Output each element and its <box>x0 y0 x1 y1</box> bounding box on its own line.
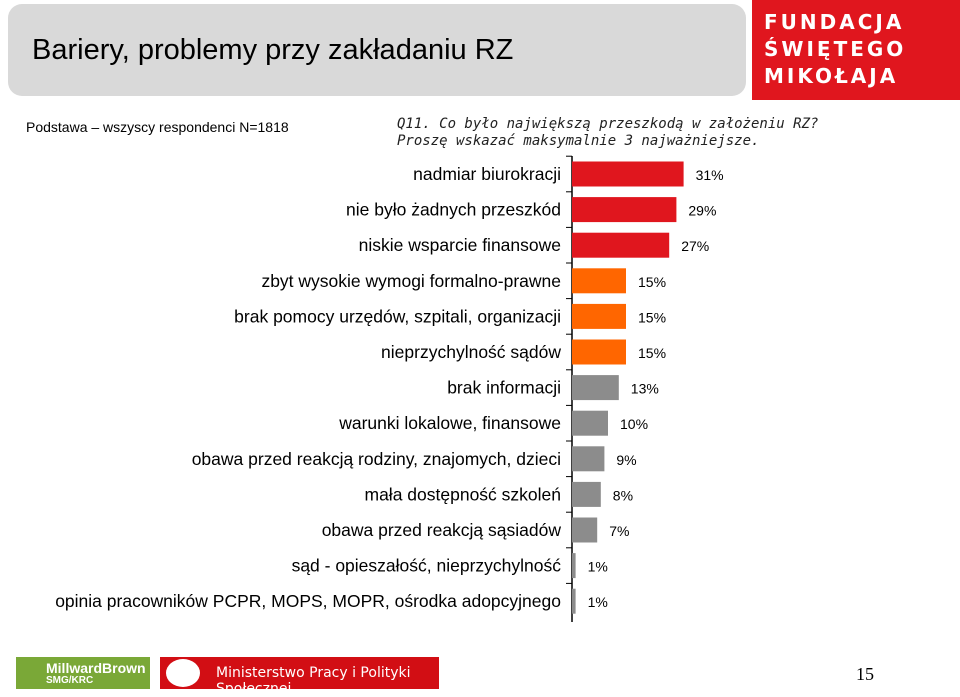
bar <box>572 588 576 614</box>
value-label: 15% <box>638 309 666 325</box>
category-label: obawa przed reakcją sąsiadów <box>322 520 562 540</box>
category-label: nieprzychylność sądów <box>381 342 561 362</box>
bars <box>572 161 684 614</box>
value-label: 9% <box>616 452 636 468</box>
category-label: obawa przed reakcją rodziny, znajomych, … <box>192 449 561 469</box>
logo1-line-1: MillwardBrown <box>46 660 146 676</box>
page-number: 15 <box>856 664 874 684</box>
value-label: 31% <box>696 167 724 183</box>
category-label: nie było żadnych przeszkód <box>346 200 561 220</box>
value-label: 1% <box>588 559 608 575</box>
ministry-logo: Ministerstwo Pracy i Polityki Społecznej <box>160 657 439 697</box>
category-label: mała dostępność szkoleń <box>365 484 562 504</box>
title-box <box>8 4 746 96</box>
brand-line-3: MIKOŁAJA <box>764 64 899 88</box>
category-label: opinia pracowników PCPR, MOPS, MOPR, ośr… <box>55 591 561 611</box>
category-label: niskie wsparcie finansowe <box>359 235 561 255</box>
question-line-2: Proszę wskazać maksymalnie 3 najważniejs… <box>397 133 760 149</box>
value-label: 15% <box>638 274 666 290</box>
value-label: 15% <box>638 345 666 361</box>
value-label: 10% <box>620 416 648 432</box>
value-label: 13% <box>631 381 659 397</box>
page-title: Bariery, problemy przy zakładaniu RZ <box>32 34 514 66</box>
fundacja-logo: FUNDACJA ŚWIĘTEGO MIKOŁAJA <box>752 0 960 100</box>
value-labels: 31% 29% 27% 15% 15% 15% 13% 10% 9% 8% 7% 1% 1% <box>588 167 724 610</box>
logo1-line-2: SMG/KRC <box>46 675 94 686</box>
value-label: 7% <box>609 523 629 539</box>
bar <box>572 446 605 472</box>
bar <box>572 375 619 401</box>
category-label: warunki lokalowe, finansowe <box>338 413 561 433</box>
eagle-icon <box>166 659 200 687</box>
question-line-1: Q11. Co było największą przeszkodą w zał… <box>397 116 819 132</box>
category-label: brak informacji <box>447 378 561 398</box>
ministry-name: Ministerstwo Pracy i Polityki Społecznej <box>216 665 411 697</box>
brand-line-1: FUNDACJA <box>764 10 905 34</box>
bar <box>572 268 626 294</box>
brand-line-2: ŚWIĘTEGO <box>764 37 907 61</box>
axis-ticks <box>566 155 572 584</box>
bar <box>572 303 626 329</box>
question-text: Q11. Co było największą przeszkodą w zał… <box>397 116 818 150</box>
bar <box>572 517 598 543</box>
category-label: nadmiar biurokracji <box>413 164 561 184</box>
category-label: sąd - opieszałość, nieprzychylność <box>292 556 562 576</box>
category-label: brak pomocy urzędów, szpitali, organizac… <box>234 306 561 326</box>
sample-base: Podstawa – wszyscy respondenci N=1818 <box>26 119 289 135</box>
bar <box>572 339 626 365</box>
millward-brown-logo: MillwardBrown SMG/KRC <box>16 657 150 689</box>
value-label: 8% <box>613 487 633 503</box>
bar <box>572 553 576 579</box>
bar <box>572 197 677 223</box>
category-labels: nadmiar biurokracji nie było żadnych prze… <box>55 164 561 611</box>
bar <box>572 410 608 436</box>
value-label: 29% <box>688 203 716 219</box>
value-label: 1% <box>588 594 608 610</box>
value-label: 27% <box>681 238 709 254</box>
category-label: zbyt wysokie wymogi formalno-prawne <box>261 271 561 291</box>
bar <box>572 232 670 258</box>
bar <box>572 481 601 507</box>
bar <box>572 161 684 187</box>
